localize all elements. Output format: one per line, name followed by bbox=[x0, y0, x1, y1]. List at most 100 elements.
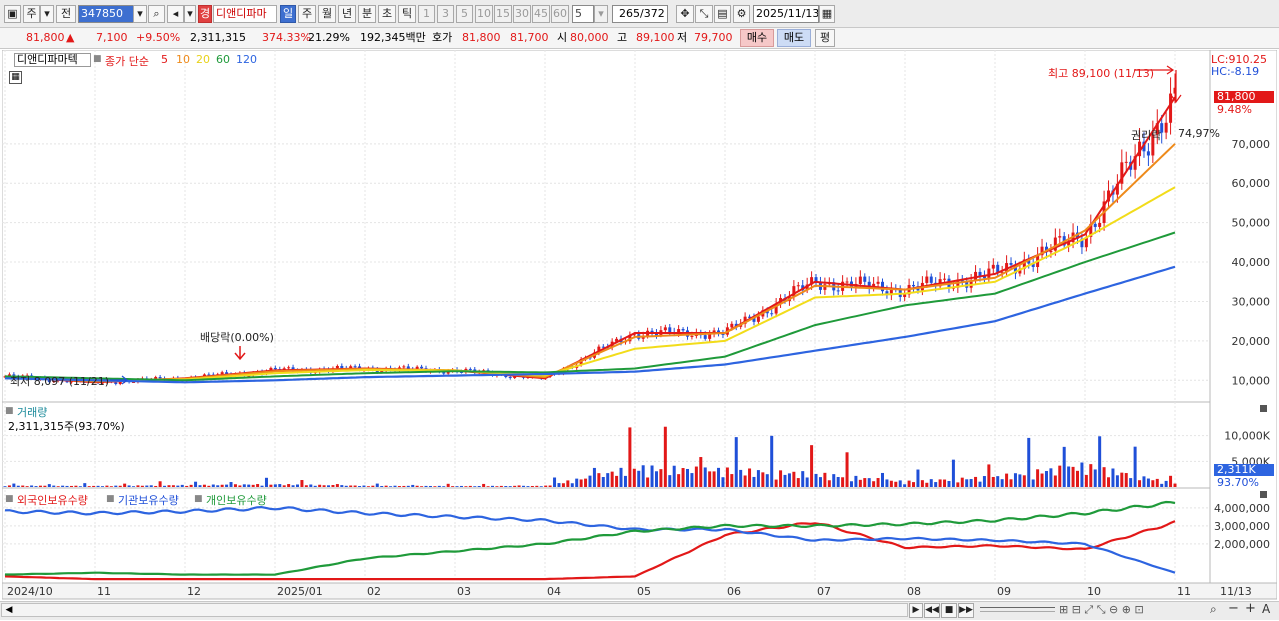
volume-bar bbox=[991, 476, 995, 487]
candle-body bbox=[1040, 246, 1044, 256]
volume-bar bbox=[920, 480, 924, 487]
volume-bar bbox=[362, 485, 366, 487]
volume-bar bbox=[1093, 469, 1097, 487]
calendar-icon[interactable]: ▦ bbox=[819, 5, 835, 23]
tab-period-year[interactable]: 년 bbox=[338, 5, 356, 23]
tab-period-second[interactable]: 초 bbox=[378, 5, 396, 23]
volume-bar bbox=[823, 472, 827, 487]
x-tick-label: 09 bbox=[997, 585, 1011, 598]
volume-bar bbox=[832, 474, 836, 487]
low-price: 79,700 bbox=[694, 31, 733, 44]
range-5[interactable]: 5 bbox=[456, 5, 473, 23]
volume-value: 2,311,315 bbox=[190, 31, 246, 44]
sell-button[interactable]: 매도 bbox=[777, 29, 811, 47]
zoom-in-icon[interactable]: + bbox=[1245, 601, 1256, 616]
count-dropdown-icon[interactable]: ▾ bbox=[594, 5, 608, 23]
price-change: 7,100 bbox=[96, 31, 128, 44]
crosshair-icon[interactable]: ✥ bbox=[676, 5, 694, 23]
volume-bar bbox=[628, 427, 632, 487]
font-size-icon[interactable]: A bbox=[1262, 602, 1271, 616]
bid-price-1: 81,800 bbox=[462, 31, 501, 44]
table-view-icon[interactable]: ▦ bbox=[9, 71, 22, 84]
code-input[interactable]: 347850 bbox=[78, 5, 134, 23]
eval-button[interactable]: 평 bbox=[815, 29, 835, 47]
volume-bar bbox=[1080, 462, 1084, 487]
legend-stock-name[interactable]: 디앤디파마텍 bbox=[14, 53, 91, 67]
search-icon[interactable]: ⌕ bbox=[148, 5, 165, 23]
play-icon[interactable]: ▶▶ bbox=[958, 603, 974, 618]
range-45[interactable]: 45 bbox=[532, 5, 550, 23]
rewind-icon[interactable]: ◀◀ bbox=[924, 603, 940, 618]
horizontal-scrollbar[interactable] bbox=[1, 603, 908, 617]
range-30[interactable]: 30 bbox=[513, 5, 531, 23]
candle-body bbox=[943, 278, 947, 280]
legend-foreign: 외국인보유수량 bbox=[17, 494, 88, 507]
volume-bar bbox=[792, 471, 796, 487]
tab-period-month[interactable]: 월 bbox=[318, 5, 336, 23]
legend-ma120: 120 bbox=[236, 53, 257, 66]
save-icon[interactable]: ▤ bbox=[714, 5, 731, 23]
zoom-icon[interactable]: ⌕ bbox=[1210, 602, 1217, 616]
draw-tool-icon[interactable]: ⤡ bbox=[695, 5, 713, 23]
volume-bar bbox=[1058, 465, 1062, 487]
range-1[interactable]: 1 bbox=[418, 5, 435, 23]
scroll-left-icon[interactable]: ◀ bbox=[5, 605, 13, 615]
volume-bar bbox=[424, 485, 428, 487]
market-select[interactable]: 주 bbox=[23, 5, 40, 23]
volume-legend: 거래량 bbox=[17, 406, 48, 419]
volume-bar bbox=[499, 485, 503, 487]
range-60[interactable]: 60 bbox=[551, 5, 569, 23]
volume-bar bbox=[783, 474, 787, 487]
speaker-icon[interactable]: ◂ bbox=[167, 5, 184, 23]
volume-bar bbox=[779, 470, 783, 487]
candle-body bbox=[1142, 141, 1146, 152]
window-icon[interactable]: ▣ bbox=[4, 5, 21, 23]
tab-period-tick[interactable]: 틱 bbox=[398, 5, 416, 23]
speaker-dropdown-icon[interactable]: ▾ bbox=[184, 5, 196, 23]
gear-icon[interactable]: ⚙ bbox=[733, 5, 750, 23]
volume-bar bbox=[805, 477, 809, 487]
buy-button[interactable]: 매수 bbox=[740, 29, 774, 47]
volume-bar bbox=[96, 485, 100, 487]
legend-ma5: 5 bbox=[161, 53, 168, 66]
candle-body bbox=[7, 374, 11, 377]
volume-bar bbox=[1084, 474, 1088, 487]
code-dropdown-icon[interactable]: ▾ bbox=[133, 5, 147, 23]
tab-period-minute[interactable]: 분 bbox=[358, 5, 376, 23]
prev-button[interactable]: 전 bbox=[56, 5, 76, 23]
stop-icon[interactable]: ■ bbox=[941, 603, 957, 618]
tab-period-day[interactable]: 일 bbox=[280, 5, 296, 23]
candle-body bbox=[442, 371, 446, 374]
candle-body bbox=[132, 381, 136, 383]
volume-bar bbox=[943, 479, 947, 487]
count-input[interactable]: 5 bbox=[572, 5, 594, 23]
candle-body bbox=[881, 281, 884, 292]
candle-body bbox=[876, 281, 880, 284]
volume-bar bbox=[251, 484, 255, 487]
volume-bar bbox=[198, 485, 202, 487]
volume-bar bbox=[934, 482, 938, 487]
market-dropdown-icon[interactable]: ▾ bbox=[40, 5, 54, 23]
zoom-out-icon[interactable]: − bbox=[1228, 601, 1239, 616]
volume-bar bbox=[553, 477, 557, 487]
scroll-right-icon[interactable]: ▶ bbox=[909, 603, 923, 618]
range-15[interactable]: 15 bbox=[494, 5, 512, 23]
volume-bar bbox=[717, 467, 721, 487]
volume-bar bbox=[601, 477, 605, 487]
range-10[interactable]: 10 bbox=[475, 5, 493, 23]
tab-period-week[interactable]: 주 bbox=[298, 5, 316, 23]
position-field[interactable]: 265/372 bbox=[612, 5, 668, 23]
candle-body bbox=[1018, 268, 1022, 274]
candle-body bbox=[752, 317, 756, 322]
candle-body bbox=[513, 375, 517, 379]
date-input[interactable]: 2025/11/13 bbox=[753, 5, 819, 23]
speed-slider[interactable] bbox=[980, 607, 1055, 612]
candle-body bbox=[1053, 237, 1057, 251]
tool-icons[interactable]: ⊞ ⊟ ⤢ ⤡ ⊖ ⊕ ⊡ bbox=[1059, 603, 1144, 616]
legend-ma10: 10 bbox=[176, 53, 190, 66]
volume-bar bbox=[132, 486, 136, 487]
volume-percent-tag: 93.70% bbox=[1217, 476, 1259, 489]
x-tick-label: 03 bbox=[457, 585, 471, 598]
range-3[interactable]: 3 bbox=[437, 5, 454, 23]
